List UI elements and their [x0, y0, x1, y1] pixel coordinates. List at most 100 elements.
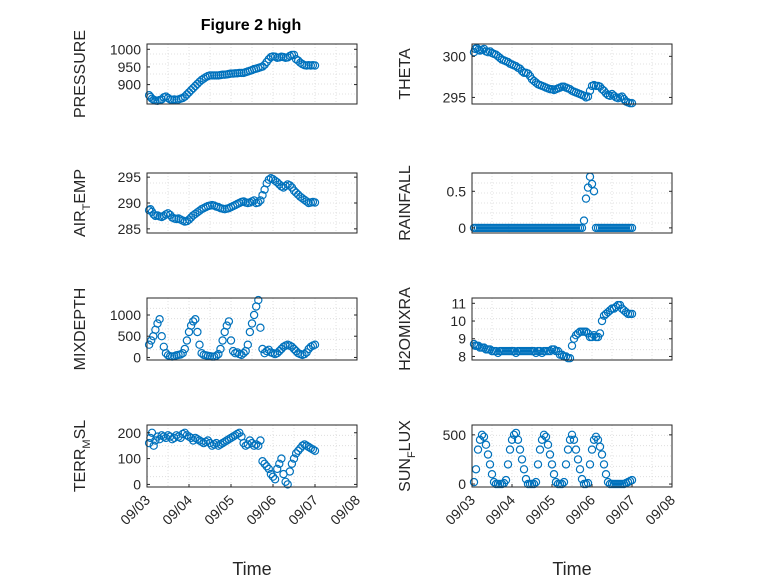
data-point: [214, 441, 223, 450]
data-point: [254, 198, 263, 207]
data-point: [599, 460, 609, 469]
data-point: [485, 345, 495, 354]
data-point: [611, 302, 621, 312]
data-point: [197, 437, 206, 446]
data-point: [617, 92, 627, 101]
x-tick-label: 09/08: [327, 492, 363, 528]
data-point: [597, 316, 607, 326]
data-point: [212, 351, 221, 360]
data-point: [186, 433, 196, 443]
x-tick-label: 09/06: [562, 492, 598, 528]
data-point: [188, 83, 198, 93]
data-point: [180, 92, 189, 101]
data-point: [493, 348, 503, 358]
subplot-theta: 295 300 THETA: [397, 43, 673, 108]
x-tick-label: 09/04: [482, 492, 518, 528]
data-point: [191, 315, 200, 324]
data-point: [275, 459, 284, 468]
data-point: [489, 477, 499, 487]
data-point: [491, 346, 501, 356]
data-point: [298, 441, 307, 450]
data-point: [579, 216, 589, 225]
data-point: [581, 194, 591, 203]
y-axis-label: PRESSURE: [72, 30, 89, 118]
data-point: [621, 308, 631, 317]
data-point: [469, 477, 479, 487]
data-point: [285, 467, 294, 476]
data-point: [275, 346, 284, 356]
data-point: [289, 454, 299, 463]
data-point: [266, 469, 276, 479]
data-point: [481, 440, 491, 449]
data-point: [193, 327, 202, 337]
data-point: [302, 441, 311, 450]
data-point: [483, 450, 493, 459]
data-point: [155, 315, 164, 324]
data-point: [161, 433, 171, 443]
data-point: [226, 336, 236, 345]
data-point: [245, 327, 255, 337]
data-point: [270, 475, 280, 484]
data-point: [501, 475, 511, 485]
axes-box: [471, 424, 673, 488]
data-point: [605, 306, 615, 315]
data-point: [557, 479, 567, 489]
data-point: [281, 477, 290, 486]
data-point: [182, 90, 192, 99]
axes-box: [471, 43, 673, 105]
data-point: [505, 445, 515, 454]
data-point: [188, 317, 198, 326]
data-point: [233, 348, 242, 357]
y-tick-label: 290: [118, 195, 142, 211]
data-point: [214, 349, 223, 359]
y-tick-label: 0: [458, 476, 466, 492]
data-point: [191, 433, 200, 443]
data-point: [184, 215, 194, 224]
data-point: [222, 436, 231, 445]
data-point: [589, 331, 599, 340]
subplot-terr_msl: 0 100 200 09/03 09/04 09/05 09/06 09/07 09/08 TER…: [72, 420, 363, 579]
data-point: [249, 196, 259, 205]
data-point: [565, 354, 575, 363]
data-point: [163, 93, 173, 103]
data-point: [310, 61, 320, 70]
subplot-pressure: 900 950 1000 PRESSURE: [72, 30, 358, 118]
y-tick-label: 11: [451, 295, 466, 311]
data-point: [569, 435, 579, 444]
data-point: [551, 477, 561, 487]
axes-box: [146, 297, 358, 361]
y-tick-label: 0.5: [447, 183, 467, 199]
y-axis-label: AIRTEMP: [72, 169, 93, 237]
x-tick-label: 09/04: [159, 492, 195, 528]
y-axis-label: H2OMIXRA: [397, 287, 414, 371]
axes-box: [146, 43, 358, 105]
data-point: [509, 430, 519, 439]
data-point: [289, 50, 299, 60]
data-point: [531, 348, 541, 358]
data-point: [260, 459, 269, 468]
y-tick-label: 8: [458, 348, 466, 364]
y-tick-label: 500: [118, 328, 142, 344]
data-point: [503, 460, 513, 469]
axes-box: [471, 297, 673, 361]
axes-box: [146, 424, 358, 488]
data-point: [511, 348, 521, 358]
data-point: [149, 441, 158, 450]
data-point: [563, 445, 573, 454]
data-point: [521, 474, 531, 484]
data-point: [287, 342, 297, 351]
data-point: [228, 432, 238, 441]
data-point: [153, 319, 162, 328]
data-point: [300, 349, 309, 359]
data-point: [216, 344, 225, 354]
data-point: [144, 340, 154, 349]
data-point: [533, 460, 543, 469]
data-point: [513, 435, 523, 444]
data-point: [176, 350, 185, 359]
data-point: [258, 62, 267, 71]
x-tick-label: 09/05: [201, 492, 237, 528]
data-point: [535, 346, 545, 356]
data-point: [294, 446, 303, 455]
data-point: [541, 432, 551, 441]
data-point: [212, 438, 221, 448]
